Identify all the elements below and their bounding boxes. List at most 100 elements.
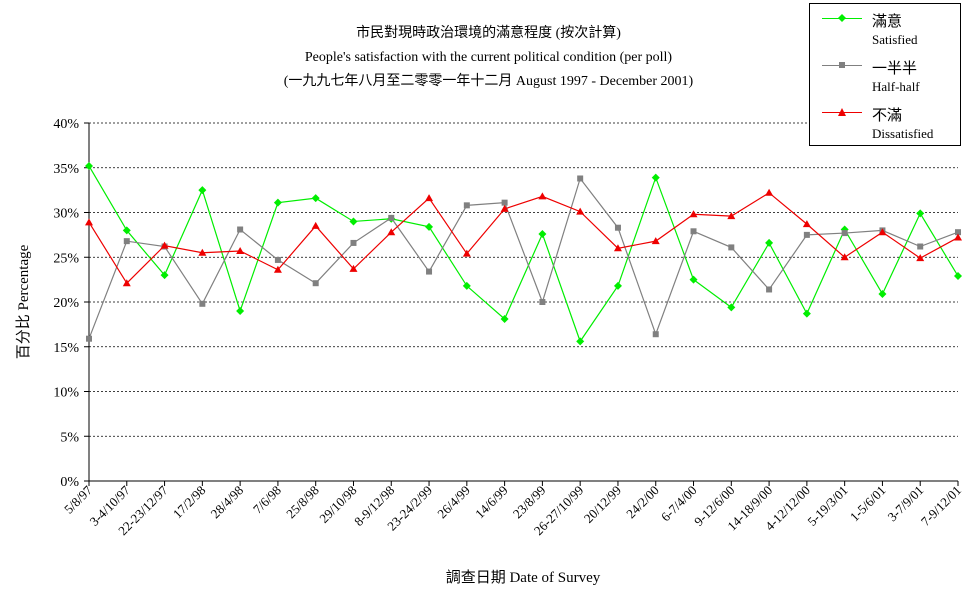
- data-point-half-half: [237, 226, 244, 233]
- data-point-satisfied: [500, 315, 509, 324]
- chart-title: 市民對現時政治環境的滿意程度 (按次計算): [356, 26, 621, 41]
- legend-label-half-half-en: Half-half: [872, 79, 920, 94]
- data-point-dissatisfied: [236, 246, 245, 254]
- data-point-dissatisfied: [840, 253, 849, 261]
- data-point-half-half: [728, 244, 735, 251]
- y-tick-label: 30%: [53, 207, 79, 222]
- legend-item-half-half: 一半半 Half-half: [810, 51, 960, 98]
- data-point-satisfied: [462, 281, 471, 290]
- x-tick-label: 7/6/98: [250, 483, 284, 517]
- legend-label-half-half-zh: 一半半: [872, 61, 918, 77]
- data-point-half-half: [577, 175, 584, 182]
- series-line-half-half: [88, 177, 959, 339]
- data-point-dissatisfied: [122, 279, 131, 287]
- data-point-satisfied: [273, 198, 282, 207]
- triangle-marker-icon: [838, 108, 846, 116]
- data-point-half-half: [501, 199, 508, 206]
- data-point-dissatisfied: [878, 228, 887, 236]
- data-point-satisfied: [689, 275, 698, 284]
- data-point-half-half: [539, 299, 546, 305]
- x-axis-label: 調查日期 Date of Survey: [446, 569, 601, 586]
- data-point-dissatisfied: [85, 218, 93, 226]
- data-point-satisfied: [349, 217, 358, 226]
- data-point-half-half: [463, 202, 470, 209]
- series-line-dissatisfied: [88, 192, 959, 285]
- data-point-dissatisfied: [689, 210, 698, 218]
- data-point-dissatisfied: [538, 192, 547, 200]
- chart-subtitle: People's satisfaction with the current p…: [304, 50, 673, 65]
- legend-label-dissatisfied-en: Dissatisfied: [872, 126, 934, 141]
- data-point-satisfied: [122, 226, 131, 235]
- x-tick-label: 5-19/3/01: [804, 483, 850, 529]
- legend-item-dissatisfied: 不滿 Dissatisfied: [810, 98, 960, 145]
- x-tick-label: 24/2/00: [623, 483, 662, 522]
- data-point-half-half: [199, 300, 206, 307]
- data-point-dissatisfied: [160, 241, 169, 249]
- data-point-half-half: [917, 243, 924, 250]
- y-axis-label: 百分比 Percentage: [15, 244, 32, 359]
- data-point-half-half: [652, 331, 659, 338]
- data-point-satisfied: [765, 238, 774, 247]
- legend-label-satisfied-en: Satisfied: [872, 32, 918, 47]
- x-tick-label: 17/2/98: [170, 483, 209, 522]
- data-point-satisfied: [311, 194, 320, 203]
- data-point-dissatisfied: [651, 237, 660, 245]
- data-point-half-half: [426, 268, 433, 275]
- data-point-satisfied: [802, 309, 811, 318]
- data-point-half-half: [803, 231, 810, 238]
- data-point-half-half: [955, 229, 961, 236]
- legend: 滿意 Satisfied 一半半 Half-half 不滿 Dissatisfi…: [809, 3, 961, 146]
- data-point-dissatisfied: [425, 194, 434, 202]
- data-point-half-half: [766, 286, 773, 293]
- legend-item-satisfied: 滿意 Satisfied: [810, 4, 960, 51]
- data-point-satisfied: [727, 303, 736, 312]
- y-tick-labels: 0% 5% 10% 15% 20% 25% 30% 35% 40%: [53, 117, 79, 490]
- data-point-satisfied: [613, 281, 622, 290]
- data-point-dissatisfied: [916, 254, 925, 262]
- data-point-satisfied: [916, 209, 925, 218]
- x-tick-label: 14/6/99: [472, 483, 511, 522]
- data-point-dissatisfied: [311, 221, 320, 229]
- y-tick-label: 20%: [53, 296, 79, 311]
- data-point-dissatisfied: [954, 233, 962, 241]
- square-marker-icon: [839, 62, 845, 68]
- x-tick-label: 28/4/98: [208, 483, 247, 522]
- x-tick-label: 26/4/99: [434, 483, 473, 522]
- y-tick-label: 15%: [53, 341, 79, 356]
- y-tick-label: 0%: [60, 475, 79, 490]
- y-tick-label: 25%: [53, 251, 79, 266]
- data-point-dissatisfied: [349, 264, 358, 272]
- data-point-dissatisfied: [727, 212, 736, 220]
- data-point-half-half: [312, 280, 319, 287]
- y-tick-label: 5%: [60, 430, 79, 445]
- data-point-half-half: [614, 224, 621, 231]
- legend-label-satisfied-zh: 滿意: [872, 14, 903, 30]
- data-point-half-half: [123, 238, 130, 245]
- data-point-dissatisfied: [462, 249, 471, 257]
- gridlines: [89, 122, 958, 437]
- chart-title-block: 市民對現時政治環境的滿意程度 (按次計算) People's satisfact…: [0, 22, 977, 94]
- data-point-dissatisfied: [613, 244, 622, 252]
- data-point-dissatisfied: [765, 188, 774, 196]
- data-point-half-half: [841, 230, 848, 237]
- data-point-half-half: [86, 335, 92, 342]
- data-point-satisfied: [236, 306, 245, 315]
- x-tick-label: 20/12/99: [581, 483, 624, 526]
- x-tick-label: 7-9/12/01: [918, 483, 964, 529]
- legend-label-dissatisfied-zh: 不滿: [872, 108, 903, 124]
- y-tick-label: 35%: [53, 162, 79, 177]
- data-point-satisfied: [198, 186, 207, 195]
- data-point-dissatisfied: [500, 204, 509, 212]
- axes: [84, 122, 959, 486]
- data-point-dissatisfied: [576, 207, 585, 215]
- chart-subtitle-period: (一九九七年八月至二零零一年十二月 August 1997 - December…: [283, 74, 694, 89]
- data-point-satisfied: [538, 229, 547, 238]
- data-point-satisfied: [878, 289, 887, 298]
- data-point-dissatisfied: [273, 265, 282, 273]
- diamond-marker-icon: [838, 14, 846, 22]
- data-point-half-half: [388, 214, 395, 221]
- data-point-half-half: [274, 256, 281, 263]
- series-line-satisfied: [88, 165, 959, 343]
